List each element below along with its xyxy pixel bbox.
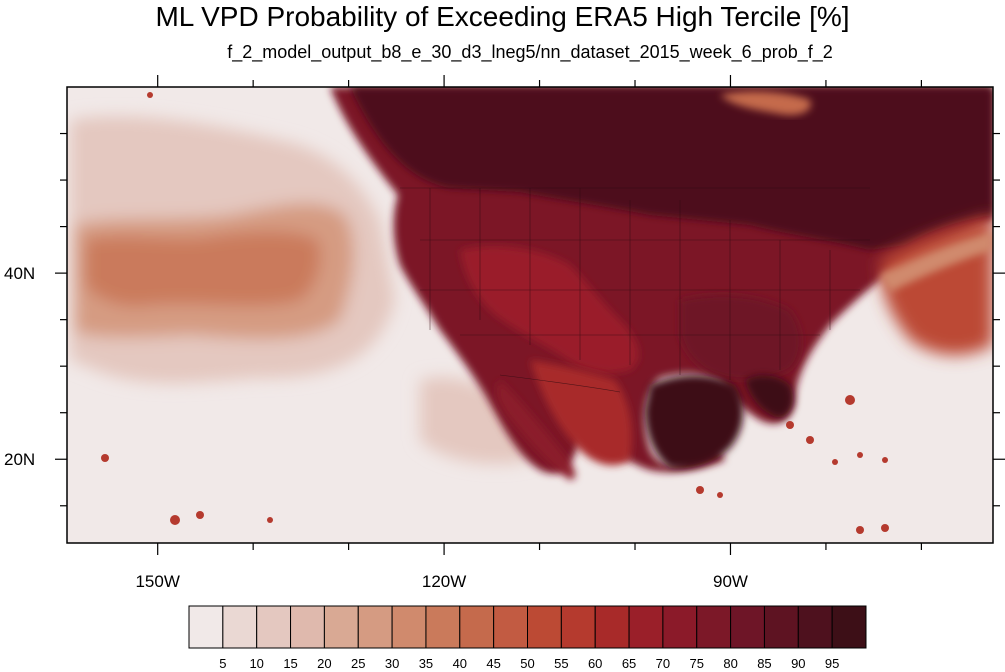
political-borders (400, 187, 870, 393)
gulf-dark (645, 375, 744, 469)
colorbar-swatch (594, 605, 630, 649)
florida (745, 375, 794, 418)
colorbar-label: 50 (520, 656, 534, 671)
colorbar-swatch (831, 605, 867, 649)
colorbar-swatch (628, 605, 664, 649)
colorbar-swatch (560, 605, 596, 649)
colorbar-label: 5 (219, 656, 226, 671)
colorbar-swatch (425, 605, 461, 649)
colorbar-swatch (696, 605, 732, 649)
colorbar-label: 55 (554, 656, 568, 671)
mexico-inland (530, 360, 632, 466)
colorbar-swatch (763, 605, 799, 649)
chart-title: ML VPD Probability of Exceeding ERA5 Hig… (155, 1, 850, 32)
colorbar-swatch (391, 605, 427, 649)
colorbar-swatch (290, 605, 325, 649)
us-interior-mid (460, 245, 639, 374)
hudson-light-patch (720, 91, 811, 116)
colorbar-label: 85 (757, 656, 771, 671)
caribbean-specks (101, 92, 889, 534)
y-axis: 20N 40N (4, 132, 1005, 507)
colorbar-label: 80 (723, 656, 737, 671)
x-tick-label: 150W (135, 572, 179, 591)
x-tick-label: 90W (713, 572, 748, 591)
chart-subtitle: f_2_model_output_b8_e_30_d3_lneg5/nn_dat… (227, 42, 833, 62)
pacific-field (70, 116, 530, 464)
colorbar-label: 95 (825, 656, 839, 671)
colorbar-label: 65 (622, 656, 636, 671)
y-tick-label: 20N (4, 450, 35, 469)
map-field (67, 87, 993, 543)
pacific-high-patch (85, 231, 321, 307)
colorbar-label: 75 (690, 656, 704, 671)
colorbar-label: 30 (385, 656, 399, 671)
colorbar-swatch (357, 605, 393, 649)
continent-field (330, 87, 993, 480)
x-axis: 150W 120W 90W (135, 75, 923, 591)
colorbar-swatch (256, 605, 292, 649)
colorbar-swatch (493, 605, 528, 649)
plot-frame (66, 86, 994, 544)
colorbar-label: 35 (419, 656, 433, 671)
canada-dark (350, 87, 993, 250)
colorbar-swatch (222, 605, 258, 649)
colorbar-swatch (730, 605, 765, 649)
colorbar-label: 20 (317, 656, 331, 671)
colorbar-swatch (797, 605, 833, 649)
colorbar-swatch (323, 605, 359, 649)
colorbar-label: 70 (656, 656, 670, 671)
colorbar-label: 10 (249, 656, 263, 671)
colorbar: 5 10 15 20 25 30 35 40 45 50 55 60 65 70 75 80 85 90 95 (188, 605, 867, 671)
baja-peninsula (496, 380, 576, 480)
x-tick-label: 120W (422, 572, 466, 591)
colorbar-swatch (662, 605, 698, 649)
colorbar-label: 15 (283, 656, 297, 671)
colorbar-label: 40 (453, 656, 467, 671)
colorbar-swatch (459, 605, 495, 649)
colorbar-swatch (527, 605, 562, 649)
y-tick-label: 40N (4, 264, 35, 283)
colorbar-swatch (188, 605, 224, 649)
atlantic-light-streak (880, 232, 993, 292)
colorbar-label: 45 (486, 656, 500, 671)
colorbar-label: 25 (351, 656, 365, 671)
colorbar-label: 90 (791, 656, 805, 671)
colorbar-label: 60 (588, 656, 602, 671)
us-southeast-dark (680, 294, 802, 380)
pacific-southern-band (420, 377, 530, 464)
